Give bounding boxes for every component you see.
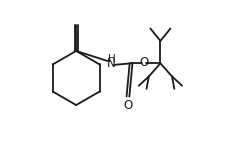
Text: N: N bbox=[106, 57, 115, 70]
Text: O: O bbox=[123, 99, 133, 112]
Text: O: O bbox=[140, 56, 149, 69]
Text: H: H bbox=[108, 54, 116, 64]
